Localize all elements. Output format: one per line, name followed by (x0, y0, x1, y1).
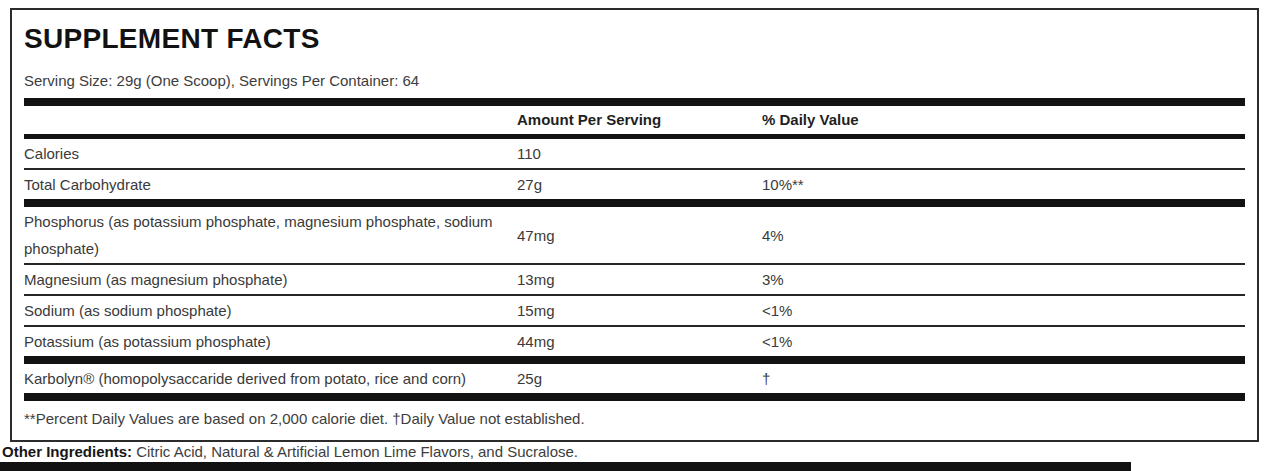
row-label: Phosphorus (as potassium phosphate, magn… (24, 207, 517, 263)
table-row: Potassium (as potassium phosphate)44mg<1… (24, 327, 1245, 356)
bottom-divider-bar (0, 462, 1131, 471)
row-separator (24, 393, 1245, 401)
serving-size-line: Serving Size: 29g (One Scoop), Servings … (24, 72, 1245, 89)
table-row: Calories110 (24, 139, 1245, 168)
panel-title: SUPPLEMENT FACTS (24, 24, 1245, 54)
supplement-facts-panel: SUPPLEMENT FACTS Serving Size: 29g (One … (10, 8, 1259, 442)
header-spacer (24, 106, 517, 134)
row-amount: 15mg (517, 296, 762, 325)
row-separator (24, 356, 1245, 364)
row-amount: 110 (517, 139, 762, 168)
row-dv: 3% (762, 265, 1245, 294)
row-label: Total Carbohydrate (24, 170, 517, 199)
row-label: Sodium (as sodium phosphate) (24, 296, 517, 325)
row-label: Calories (24, 139, 517, 168)
row-separator (24, 199, 1245, 207)
table-row: Total Carbohydrate27g10%** (24, 170, 1245, 199)
row-dv: <1% (762, 296, 1245, 325)
table-row: Magnesium (as magnesium phosphate)13mg3% (24, 265, 1245, 294)
other-ingredients-text: Citric Acid, Natural & Artificial Lemon … (132, 443, 578, 460)
nutrient-rows: Calories110Total Carbohydrate27g10%** Pho… (24, 139, 1245, 401)
row-amount: 44mg (517, 327, 762, 356)
row-dv: † (762, 364, 1245, 393)
other-ingredients-label: Other Ingredients: (2, 443, 132, 460)
table-row: Sodium (as sodium phosphate)15mg<1% (24, 296, 1245, 325)
footnote: **Percent Daily Values are based on 2,00… (24, 401, 1245, 440)
header-daily-value: % Daily Value (762, 106, 1245, 134)
row-amount: 47mg (517, 221, 762, 250)
row-amount: 27g (517, 170, 762, 199)
other-ingredients-line: Other Ingredients: Citric Acid, Natural … (2, 443, 578, 460)
row-dv (762, 153, 1245, 155)
table-header-row: Amount Per Serving % Daily Value (24, 106, 1245, 134)
row-amount: 25g (517, 364, 762, 393)
row-dv: 10%** (762, 170, 1245, 199)
row-label: Karbolyn® (homopolysaccaride derived fro… (24, 364, 517, 393)
divider-bar-top (24, 98, 1245, 106)
row-label: Magnesium (as magnesium phosphate) (24, 265, 517, 294)
row-dv: 4% (762, 221, 1245, 250)
row-amount: 13mg (517, 265, 762, 294)
row-dv: <1% (762, 327, 1245, 356)
table-row: Karbolyn® (homopolysaccaride derived fro… (24, 364, 1245, 393)
header-amount-per-serving: Amount Per Serving (517, 106, 762, 134)
table-row: Phosphorus (as potassium phosphate, magn… (24, 207, 1245, 263)
row-label: Potassium (as potassium phosphate) (24, 327, 517, 356)
